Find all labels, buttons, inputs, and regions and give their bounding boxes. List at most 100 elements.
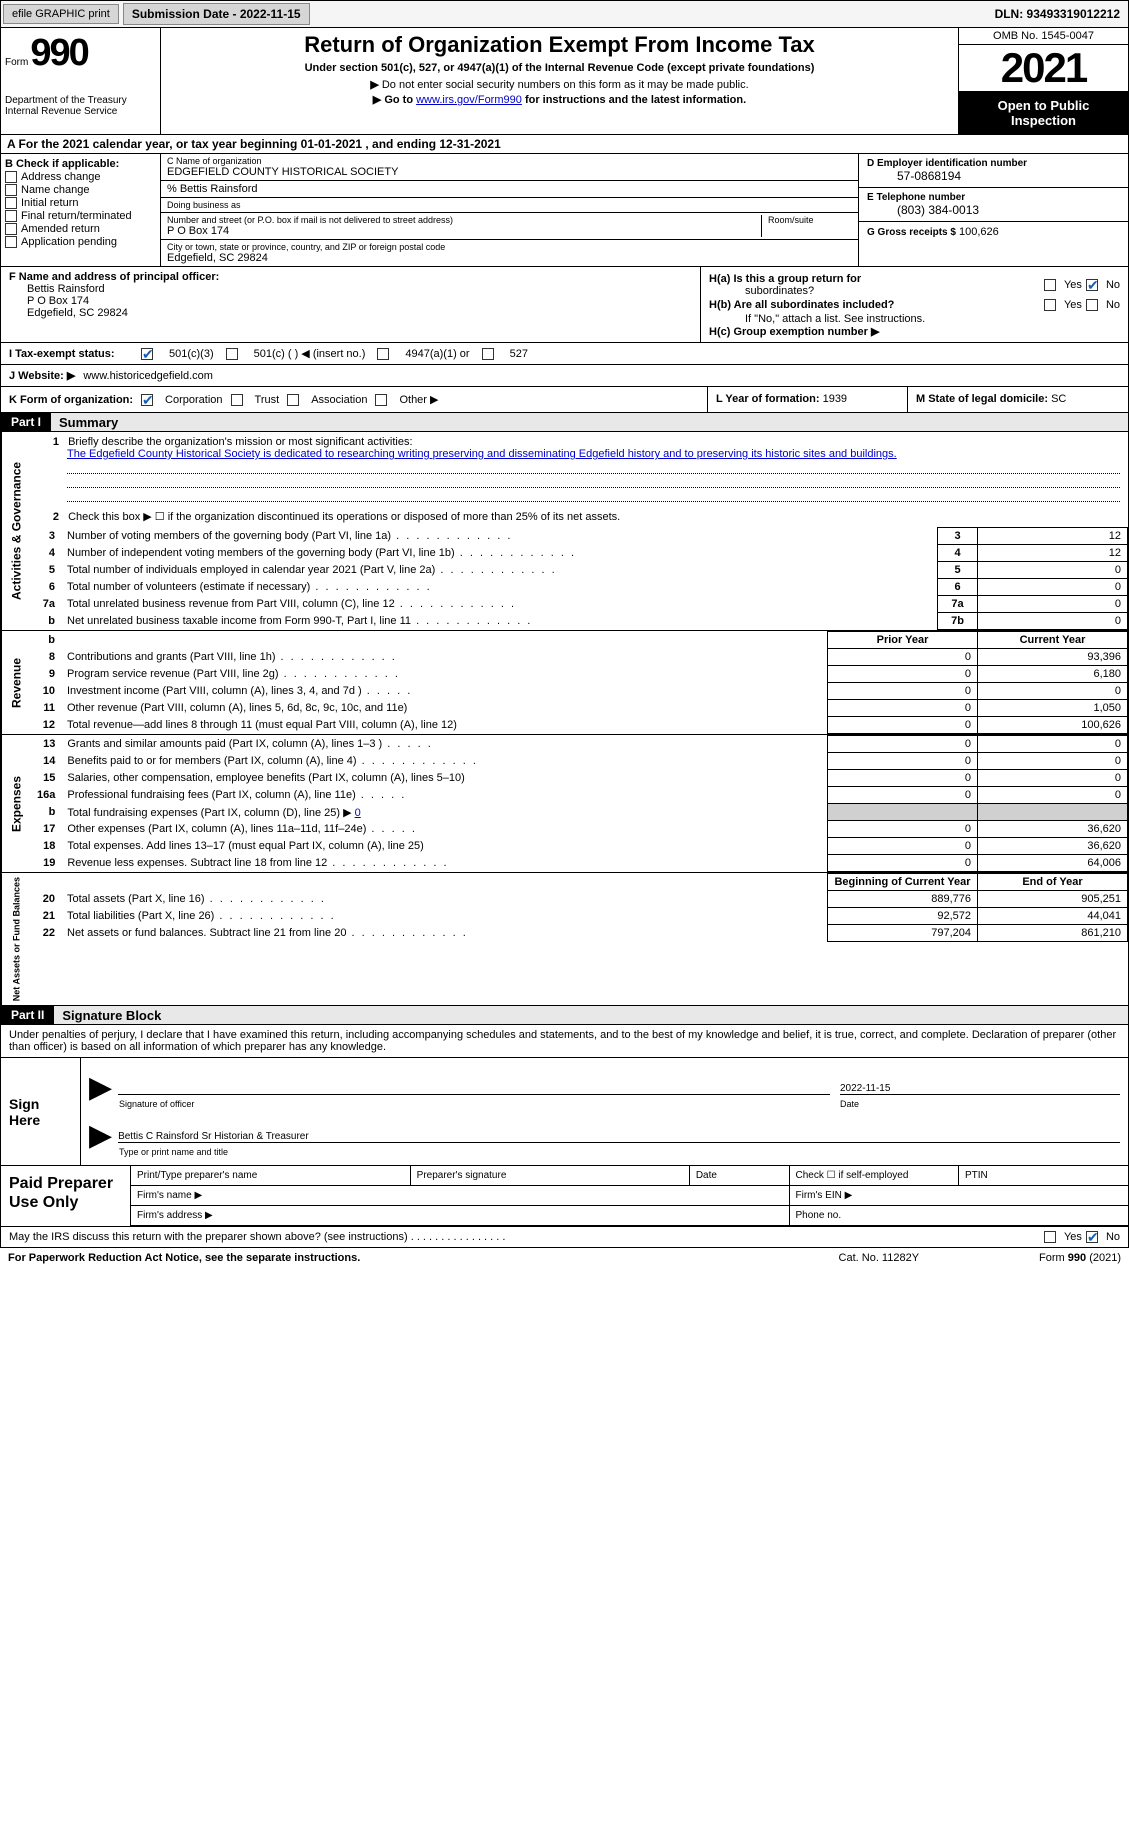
firm-name: Firm's name ▶ — [131, 1186, 789, 1206]
line-cur: 1,050 — [978, 700, 1128, 717]
checkbox-other[interactable] — [375, 394, 387, 406]
gross-label: G Gross receipts $ — [867, 227, 956, 238]
officer-name: Bettis Rainsford — [9, 283, 692, 295]
hb-note: If "No," attach a list. See instructions… — [709, 313, 1120, 325]
section-b-header: B Check if applicable: — [5, 158, 156, 170]
checkbox-address-change[interactable] — [5, 171, 17, 183]
dept-treasury: Department of the Treasury — [5, 95, 156, 106]
end-year-header: End of Year — [978, 874, 1128, 891]
opt-501c3: 501(c)(3) — [169, 348, 214, 360]
line-cur: 0 — [978, 770, 1128, 787]
line-prior: 797,204 — [828, 925, 978, 942]
section-k: K Form of organization: Corporation Trus… — [1, 387, 708, 412]
line-prior: 0 — [828, 700, 978, 717]
line-cur: 36,620 — [978, 838, 1128, 855]
hb-label: H(b) Are all subordinates included? — [709, 299, 894, 311]
part-ii-badge: Part II — [1, 1006, 54, 1024]
line-desc: Number of independent voting members of … — [61, 545, 938, 562]
checkbox-hb-no[interactable] — [1086, 299, 1098, 311]
city-value: Edgefield, SC 29824 — [167, 252, 852, 264]
line-num: 6 — [31, 579, 61, 596]
sig-officer-label: Signature of officer — [119, 1099, 830, 1109]
line16b-val: 0 — [355, 807, 361, 819]
line-num: 22 — [31, 925, 61, 942]
info-grid: B Check if applicable: Address change Na… — [0, 154, 1129, 267]
year-formation: 1939 — [823, 393, 847, 405]
line-prior: 0 — [828, 855, 978, 872]
line-prior: 0 — [828, 821, 978, 838]
checkbox-hb-yes[interactable] — [1044, 299, 1056, 311]
line2-text: Check this box ▶ ☐ if the organization d… — [68, 511, 620, 523]
prep-signature: Preparer's signature — [410, 1166, 689, 1186]
checkbox-corporation[interactable] — [141, 394, 153, 406]
shaded-cell — [828, 804, 978, 821]
line-16b: Total fundraising expenses (Part IX, col… — [61, 804, 827, 821]
line-num: 7a — [31, 596, 61, 613]
checkbox-name-change[interactable] — [5, 184, 17, 196]
opt-527: 527 — [510, 348, 528, 360]
line-cur: 44,041 — [978, 908, 1128, 925]
checkbox-ha-yes[interactable] — [1044, 279, 1056, 291]
irs-form990-link[interactable]: www.irs.gov/Form990 — [416, 94, 522, 106]
line-num: 4 — [31, 545, 61, 562]
discuss-row: May the IRS discuss this return with the… — [0, 1227, 1129, 1248]
no-label: No — [1106, 1231, 1120, 1243]
arrow-icon: ▶ — [89, 1128, 112, 1143]
firm-ein: Firm's EIN ▶ — [789, 1186, 1128, 1206]
instr1-text: Do not enter social security numbers on … — [382, 79, 749, 91]
checkbox-initial-return[interactable] — [5, 197, 17, 209]
section-d: D Employer identification number 57-0868… — [858, 154, 1128, 266]
checkbox-trust[interactable] — [231, 394, 243, 406]
line-cur: 0 — [978, 753, 1128, 770]
section-c: C Name of organization EDGEFIELD COUNTY … — [161, 154, 858, 266]
line-cur: 0 — [978, 736, 1128, 753]
line-num: 16a — [31, 787, 61, 804]
checkbox-discuss-yes[interactable] — [1044, 1231, 1056, 1243]
efile-print-button[interactable]: efile GRAPHIC print — [3, 4, 119, 24]
revenue-section: Revenue bPrior YearCurrent Year 8Contrib… — [0, 631, 1129, 735]
checkbox-501c3[interactable] — [141, 348, 153, 360]
ha-label: H(a) Is this a group return for — [709, 273, 861, 285]
no-label: No — [1106, 299, 1120, 311]
yes-label: Yes — [1064, 1231, 1082, 1243]
line-cur: 6,180 — [978, 666, 1128, 683]
activities-label: Activities & Governance — [1, 432, 31, 630]
sig-date-label: Date — [840, 1099, 1120, 1109]
no-label: No — [1106, 279, 1120, 291]
addr-label: Number and street (or P.O. box if mail i… — [167, 215, 755, 225]
org-name-label: C Name of organization — [167, 156, 852, 166]
checkbox-527[interactable] — [482, 348, 494, 360]
line-prior: 0 — [828, 770, 978, 787]
arrow-icon: ▶ — [89, 1080, 112, 1095]
chk-label: Initial return — [21, 197, 78, 209]
org-name: EDGEFIELD COUNTY HISTORICAL SOCIETY — [167, 166, 852, 178]
paid-preparer-block: Paid Preparer Use Only Print/Type prepar… — [0, 1166, 1129, 1227]
revenue-label: Revenue — [1, 631, 31, 734]
checkbox-application-pending[interactable] — [5, 236, 17, 248]
form-subtitle: Under section 501(c), 527, or 4947(a)(1)… — [169, 62, 950, 74]
top-bar: efile GRAPHIC print Submission Date - 20… — [0, 0, 1129, 28]
line-2: 2 Check this box ▶ ☐ if the organization… — [31, 506, 1128, 527]
line-prior: 0 — [828, 753, 978, 770]
checkbox-ha-no[interactable] — [1086, 279, 1098, 291]
signature-date-value: 2022-11-15 — [840, 1083, 1120, 1094]
line-num: b — [31, 804, 61, 821]
line-box: 7b — [938, 613, 978, 630]
section-m: M State of legal domicile: SC — [908, 387, 1128, 412]
checkbox-discuss-no[interactable] — [1086, 1231, 1098, 1243]
net-assets-section: Net Assets or Fund Balances Beginning of… — [0, 873, 1129, 1006]
checkbox-501c[interactable] — [226, 348, 238, 360]
form-word: Form — [5, 57, 28, 68]
prep-print-name: Print/Type preparer's name — [131, 1166, 410, 1186]
line-desc: Salaries, other compensation, employee b… — [61, 770, 827, 787]
line16b-desc: Total fundraising expenses (Part IX, col… — [67, 807, 351, 819]
section-j-label: J Website: ▶ — [9, 369, 75, 382]
checkbox-final-return[interactable] — [5, 210, 17, 222]
checkbox-association[interactable] — [287, 394, 299, 406]
checkbox-amended-return[interactable] — [5, 223, 17, 235]
header-center: Return of Organization Exempt From Incom… — [161, 28, 958, 134]
checkbox-4947[interactable] — [377, 348, 389, 360]
arrow-icon: ▶ — [370, 79, 378, 91]
opt-other: Other ▶ — [399, 393, 438, 406]
line-desc: Benefits paid to or for members (Part IX… — [61, 753, 827, 770]
